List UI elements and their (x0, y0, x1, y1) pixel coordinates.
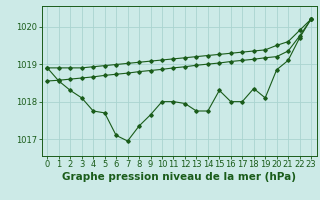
X-axis label: Graphe pression niveau de la mer (hPa): Graphe pression niveau de la mer (hPa) (62, 172, 296, 182)
